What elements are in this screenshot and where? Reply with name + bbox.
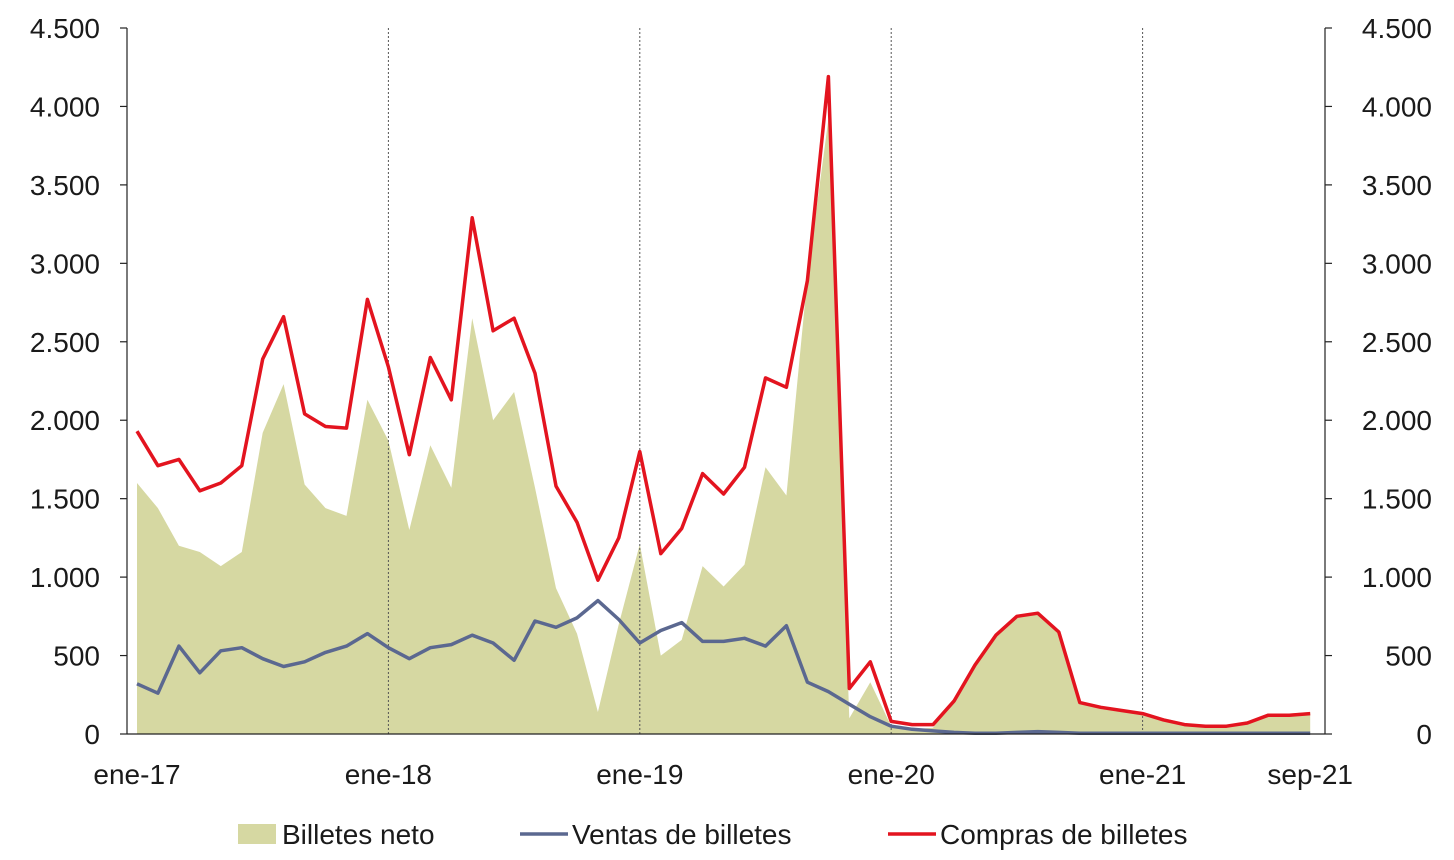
- x-tick-label: ene-19: [596, 759, 683, 790]
- legend-label-compras-de-billetes: Compras de billetes: [940, 819, 1187, 850]
- x-tick-label: ene-20: [848, 759, 935, 790]
- right-y-tick-label: 2.000: [1362, 405, 1432, 436]
- left-y-tick-label: 4.000: [30, 91, 100, 122]
- x-tick-label: sep-21: [1267, 759, 1353, 790]
- legend-swatch-billetes-neto: [238, 824, 276, 844]
- right-y-tick-label: 1.000: [1362, 562, 1432, 593]
- right-y-tick-label: 500: [1385, 641, 1432, 672]
- ventas-de-billetes-line: [136, 598, 1311, 735]
- right-y-tick-label: 4.000: [1362, 91, 1432, 122]
- legend-label-billetes-neto: Billetes neto: [282, 819, 435, 850]
- left-y-tick-label: 3.500: [30, 170, 100, 201]
- left-y-tick-label: 4.500: [30, 13, 100, 44]
- compras-de-billetes-line: [135, 74, 1311, 728]
- right-y-tick-label: 0: [1416, 719, 1432, 750]
- right-y-tick-label: 2.500: [1362, 327, 1432, 358]
- left-y-tick-label: 2.000: [30, 405, 100, 436]
- billetes-neto-area: [137, 119, 1311, 734]
- x-tick-label: ene-17: [93, 759, 180, 790]
- legend: Billetes neto Ventas de billetes Compras d…: [238, 819, 1187, 850]
- left-y-tick-label: 0: [84, 719, 100, 750]
- left-y-tick-label: 500: [53, 641, 100, 672]
- right-y-tick-label: 1.500: [1362, 484, 1432, 515]
- legend-label-ventas-de-billetes: Ventas de billetes: [572, 819, 792, 850]
- left-y-tick-label: 1.000: [30, 562, 100, 593]
- x-tick-label: ene-21: [1099, 759, 1186, 790]
- right-y-tick-label: 3.000: [1362, 248, 1432, 279]
- billetes-neto-area-layer: [137, 119, 1311, 734]
- left-y-tick-label: 3.000: [30, 248, 100, 279]
- right-y-tick-label: 3.500: [1362, 170, 1432, 201]
- line-series-layer: [135, 74, 1311, 735]
- x-tick-label: ene-18: [345, 759, 432, 790]
- axes: 0 0 500 500 1.000 1.000 1.500 1.500 2.000 2.000 2.…: [30, 13, 1432, 790]
- left-y-tick-label: 2.500: [30, 327, 100, 358]
- left-y-tick-label: 1.500: [30, 484, 100, 515]
- year-divider-lines: [387, 28, 1144, 734]
- right-y-tick-label: 4.500: [1362, 13, 1432, 44]
